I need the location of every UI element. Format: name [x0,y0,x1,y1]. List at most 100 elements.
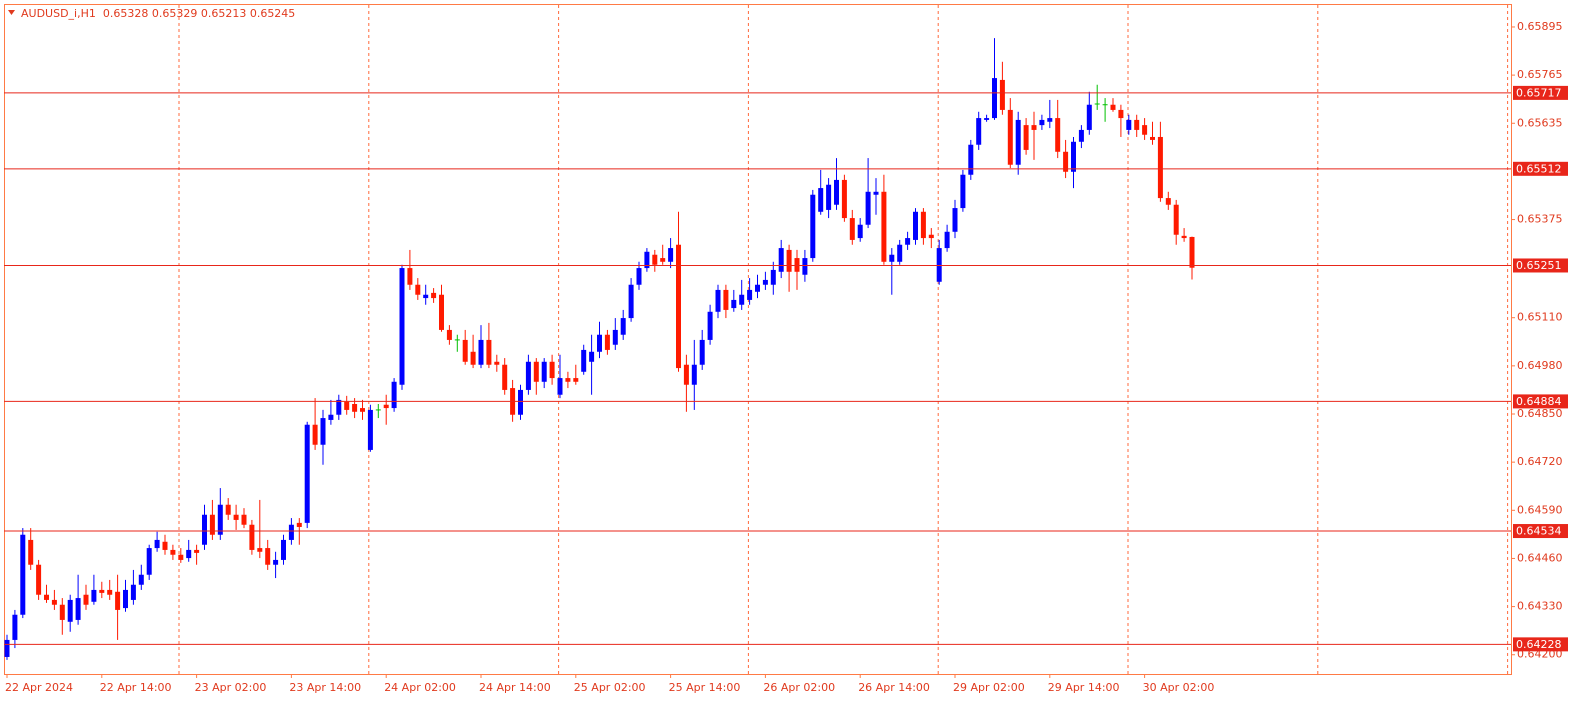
candle-body [360,408,365,412]
candle-body [44,594,49,600]
candle-body [130,584,136,600]
candle-body [178,554,184,560]
candle-body [1118,109,1124,119]
candle-body [1173,204,1179,235]
candle-body [707,311,713,340]
candle-body [470,351,476,365]
candle-body [913,211,918,240]
candle-body [83,594,89,605]
candle-body [581,349,587,372]
candle-body [518,389,523,415]
level-label-box [1513,258,1568,273]
candle-body [1031,125,1037,130]
level-label: 0.65512 [1516,162,1562,175]
chart-title: AUDUSD_i,H1 0.65328 0.65329 0.65213 0.65… [21,7,295,20]
candle-body [383,404,389,409]
candle-body [691,364,697,385]
candle-body [502,364,508,390]
candle-body [186,549,192,559]
candle-body [770,269,776,285]
candle-body [202,514,207,545]
candle-body [51,599,57,605]
candle-body [1150,136,1155,140]
level-label: 0.65717 [1516,86,1562,99]
y-tick-label: 0.65375 [1517,213,1563,226]
candle-body [881,191,887,262]
candle-body [597,334,602,352]
candle-body [233,514,239,520]
candle-body [1134,119,1140,130]
candle-body [628,284,634,319]
candle-body [676,244,681,369]
candle-body [1189,236,1195,268]
candle-body [747,289,753,300]
candle-body [439,294,444,330]
level-label: 0.64884 [1516,395,1562,408]
candle-body [960,174,966,209]
candle-body [1007,109,1013,165]
candle-body [344,401,350,410]
y-tick-label: 0.65895 [1517,20,1563,33]
candle-body [818,188,824,212]
y-tick-label: 0.65635 [1517,116,1563,129]
candle-body [446,329,452,340]
candle-body [209,514,215,535]
candle-body [194,549,200,553]
candle-body [494,361,500,365]
y-tick-label: 0.64720 [1517,455,1563,468]
candle-body [920,211,926,239]
candle-body [762,279,768,285]
candle-body [107,589,113,595]
candle-body [810,194,816,259]
candle-body [849,218,855,240]
candle-body [1142,125,1148,135]
candle-body [668,248,674,262]
candle-body [731,299,737,309]
candle-body [1015,119,1021,165]
y-tick-label: 0.64460 [1517,551,1563,564]
candle-body [739,294,745,305]
candle-body [415,284,421,295]
candle-body [1157,136,1163,199]
candle-body [123,589,128,609]
candle-body [905,238,911,245]
candle-body [312,424,318,445]
candle-body [162,541,168,550]
candle-body [1071,141,1076,172]
candle-body [541,361,547,382]
candle-body [352,404,358,412]
candle-body [1039,119,1045,126]
x-tick-label: 25 Apr 02:00 [574,681,646,694]
candle-body [399,268,405,385]
candle-body [604,334,610,350]
candle-body [328,414,334,420]
candle-body [257,548,263,552]
candle-body [778,248,784,272]
candle-body [99,589,105,593]
candle-body [976,118,982,145]
candle-body [146,548,152,575]
y-tick-label: 0.65110 [1517,311,1563,324]
candle-body [612,329,618,345]
candle-body [857,224,863,239]
candle-body [636,268,642,285]
candle-body [620,318,626,335]
candle-body [1086,104,1092,130]
candle-body [296,522,302,527]
candle-body [660,258,666,262]
candle-body [525,361,531,390]
candle-body [999,79,1005,110]
y-tick-label: 0.64590 [1517,503,1563,516]
level-label-box [1513,85,1568,100]
candle-body [1023,125,1029,150]
candle-body [407,268,413,285]
x-tick-label: 24 Apr 14:00 [479,681,551,694]
candle-body [1110,104,1116,110]
candle-body [28,539,34,565]
x-tick-label: 26 Apr 14:00 [858,681,930,694]
candle-body [391,381,397,409]
candle-body [138,574,144,585]
level-label-box [1513,161,1568,176]
